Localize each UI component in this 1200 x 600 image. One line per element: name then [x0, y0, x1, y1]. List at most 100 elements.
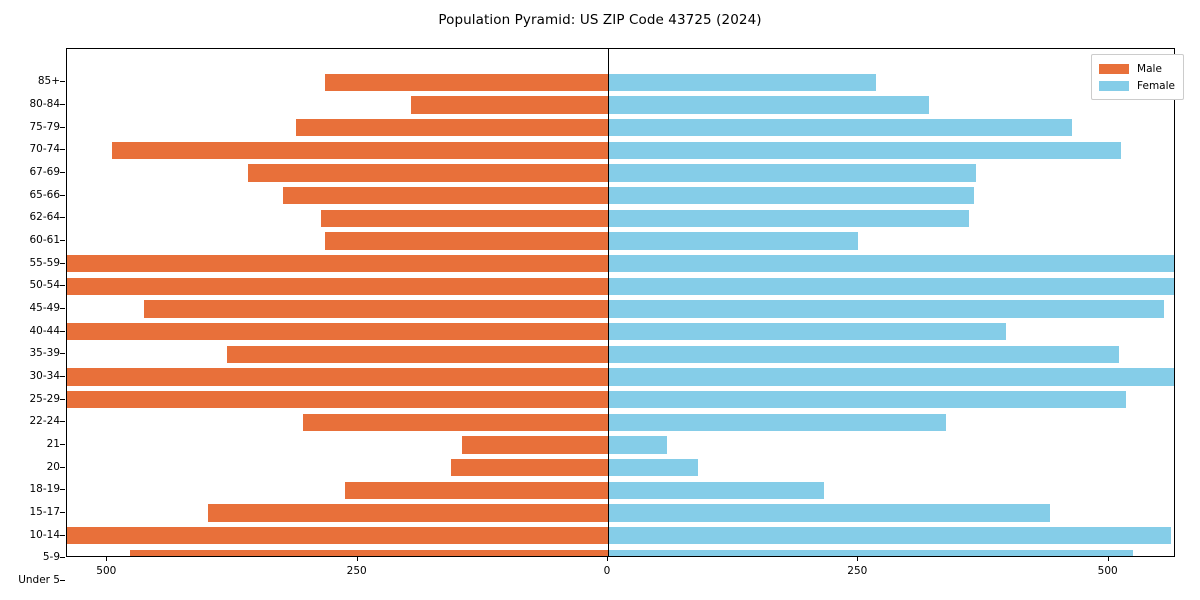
bar-female-30-34: [608, 368, 1174, 386]
y-tick-label-22-24: 22-24: [29, 415, 60, 428]
legend-swatch-female: [1099, 80, 1130, 91]
bar-male-50-54: [67, 277, 608, 295]
y-tick-mark: [60, 443, 65, 445]
y-tick-label-21: 21: [46, 437, 60, 450]
y-tick-label-5-9: 5-9: [42, 551, 60, 564]
x-tick-mark: [857, 557, 859, 561]
bar-male-80-84: [410, 96, 608, 114]
bar-female-62-64: [608, 209, 970, 227]
chart-legend: Male Female: [1091, 54, 1184, 100]
bar-male-62-64: [320, 209, 608, 227]
y-tick-mark: [60, 104, 65, 105]
y-tick-label-55-59: 55-59: [29, 256, 60, 269]
y-tick-mark: [60, 511, 65, 513]
bar-female-60-61: [608, 232, 859, 250]
bar-female-65-66: [608, 187, 975, 205]
y-tick-label-70-74: 70-74: [29, 143, 60, 156]
y-axis-labels: 85+ 80-84 75-79 70-74 67-69 65-66 62-64 60-61 55…: [0, 48, 65, 586]
bar-male-20: [450, 458, 608, 477]
bar-female-5-9: [608, 549, 1133, 556]
x-tick-label-4: 250: [847, 565, 868, 577]
legend-label-male: Male: [1137, 62, 1162, 75]
bar-male-85+: [324, 73, 608, 91]
bar-male-5-9: [130, 549, 608, 556]
y-tick-label-67-69: 67-69: [29, 165, 60, 178]
bar-male-22-24: [302, 413, 608, 431]
x-tick-mark: [1107, 557, 1109, 561]
y-tick-mark: [60, 239, 65, 241]
bar-male-21: [461, 436, 608, 454]
y-tick-label-62-64: 62-64: [29, 211, 60, 224]
bars-layer: [67, 49, 1174, 556]
bar-female-40-44: [608, 322, 1006, 341]
bar-female-21: [608, 436, 668, 454]
y-tick-label-45-49: 45-49: [29, 301, 60, 314]
bar-female-75-79: [608, 119, 1072, 137]
y-tick-mark: [60, 81, 65, 83]
legend-swatch-male: [1099, 63, 1130, 74]
y-tick-label-25-29: 25-29: [29, 392, 60, 405]
bar-male-65-66: [282, 187, 608, 205]
x-axis-labels: 7505002500250500750: [66, 557, 1175, 597]
y-tick-mark: [60, 217, 65, 219]
x-tick-label-1: 500: [96, 565, 117, 577]
x-tick-label-5: 500: [1097, 565, 1118, 577]
x-tick-mark: [356, 557, 358, 561]
bar-female-80-84: [608, 96, 930, 114]
bar-male-35-39: [227, 345, 608, 363]
y-tick-mark: [60, 557, 65, 559]
y-tick-label-40-44: 40-44: [29, 324, 60, 337]
y-tick-mark: [60, 353, 65, 355]
y-tick-label-60-61: 60-61: [29, 233, 60, 246]
y-tick-mark: [60, 171, 65, 173]
y-tick-label-30-34: 30-34: [29, 369, 60, 382]
y-tick-mark: [60, 375, 65, 377]
bar-male-67-69: [247, 164, 608, 182]
bar-male-70-74: [112, 141, 608, 159]
zero-axis-line: [608, 49, 610, 556]
y-tick-label-85+: 85+: [37, 75, 60, 88]
y-tick-label-20: 20: [46, 460, 60, 473]
bar-female-20: [608, 458, 699, 477]
y-tick-mark: [60, 398, 65, 400]
y-tick-label-35-39: 35-39: [29, 347, 60, 360]
bar-female-35-39: [608, 345, 1119, 363]
bar-female-67-69: [608, 164, 977, 182]
bar-female-25-29: [608, 390, 1126, 409]
bar-male-60-61: [324, 232, 608, 250]
bar-male-25-29: [67, 390, 608, 409]
bar-female-45-49: [608, 300, 1164, 318]
y-tick-label-65-66: 65-66: [29, 188, 60, 201]
bar-male-10-14: [67, 526, 608, 545]
bar-female-70-74: [608, 141, 1121, 159]
y-tick-mark: [60, 466, 65, 468]
y-tick-mark: [60, 421, 65, 423]
legend-item-male[interactable]: Male: [1099, 60, 1175, 77]
bar-male-45-49: [144, 300, 608, 318]
y-tick-label-Under 5: Under 5: [18, 573, 60, 586]
y-tick-label-10-14: 10-14: [29, 528, 60, 541]
bar-female-85+: [608, 73, 877, 91]
bar-female-50-54: [608, 277, 1174, 295]
chart-title: Population Pyramid: US ZIP Code 43725 (2…: [438, 12, 762, 28]
y-tick-mark: [60, 489, 65, 491]
legend-item-female[interactable]: Female: [1099, 77, 1175, 94]
legend-label-female: Female: [1137, 79, 1175, 92]
bar-male-30-34: [67, 368, 608, 386]
bar-male-18-19: [344, 481, 608, 499]
bar-male-40-44: [67, 322, 608, 341]
y-tick-label-80-84: 80-84: [29, 98, 60, 110]
bar-male-55-59: [67, 254, 608, 273]
bar-female-22-24: [608, 413, 947, 431]
plot-area: [66, 48, 1175, 557]
y-tick-mark: [60, 285, 65, 287]
y-tick-mark: [60, 149, 65, 151]
bar-male-75-79: [295, 119, 608, 137]
y-tick-label-18-19: 18-19: [29, 483, 60, 496]
x-tick-mark: [106, 557, 108, 561]
bar-male-15-17: [208, 504, 608, 522]
y-tick-label-15-17: 15-17: [29, 505, 60, 518]
y-tick-mark: [60, 262, 65, 264]
y-tick-mark: [60, 579, 65, 581]
